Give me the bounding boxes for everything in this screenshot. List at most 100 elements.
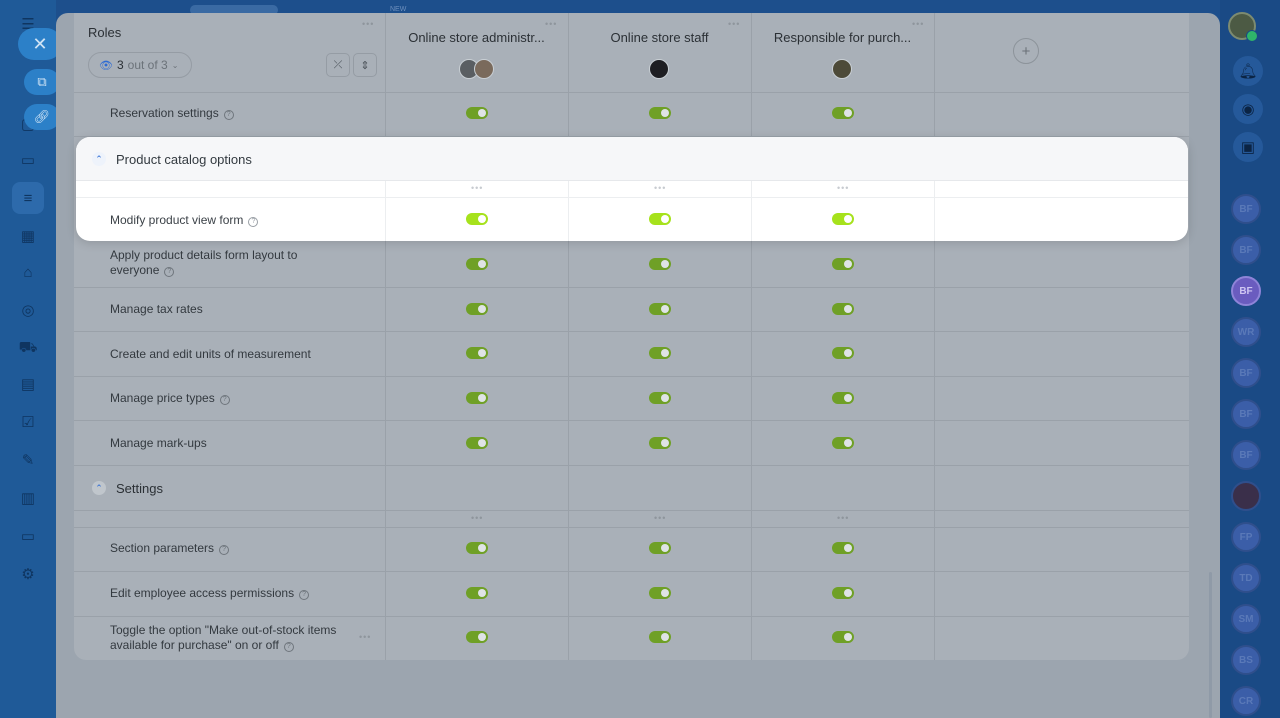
permission-toggle[interactable] bbox=[649, 303, 671, 315]
permission-toggle[interactable] bbox=[832, 258, 854, 270]
more-icon[interactable]: ••• bbox=[362, 19, 375, 29]
help-icon[interactable]: ? bbox=[164, 267, 175, 277]
permission-toggle[interactable] bbox=[649, 258, 671, 270]
permission-toggle[interactable] bbox=[466, 631, 488, 643]
role-column-title[interactable]: Responsible for purch... bbox=[773, 30, 912, 45]
permission-toggle[interactable] bbox=[832, 587, 854, 599]
filter-icon[interactable]: ≡ bbox=[12, 182, 44, 214]
collapse-all-button[interactable]: ⤫ bbox=[326, 53, 350, 77]
permission-toggle[interactable] bbox=[466, 303, 488, 315]
contact-avatar[interactable]: CR bbox=[1231, 686, 1261, 716]
chevron-up-icon[interactable]: ⌃ bbox=[92, 152, 106, 166]
copy-link-button[interactable]: 🔗︎ bbox=[24, 104, 60, 130]
table-row: Apply product details form layout to eve… bbox=[74, 241, 1189, 288]
scrollbar[interactable] bbox=[1209, 572, 1212, 718]
contact-avatar[interactable]: WR bbox=[1231, 317, 1261, 347]
permission-toggle[interactable] bbox=[832, 542, 854, 554]
table-row: Create and edit units of measurement bbox=[74, 332, 1189, 377]
analytics-icon[interactable]: ▥ bbox=[20, 490, 36, 507]
role-column-title[interactable]: Online store staff bbox=[610, 30, 709, 45]
more-icon[interactable]: ••• bbox=[359, 632, 372, 642]
inbox-icon[interactable]: ▭ bbox=[20, 528, 36, 545]
permission-toggle[interactable] bbox=[649, 437, 671, 449]
more-icon[interactable]: ••• bbox=[654, 183, 667, 193]
contact-card-icon[interactable]: ▭ bbox=[20, 152, 36, 169]
permission-toggle[interactable] bbox=[466, 542, 488, 554]
help-icon[interactable]: ? bbox=[248, 217, 259, 227]
help-icon[interactable]: ? bbox=[299, 590, 310, 600]
more-icon[interactable]: ••• bbox=[728, 19, 741, 29]
more-icon[interactable]: ••• bbox=[654, 513, 667, 523]
contact-avatar[interactable]: TD bbox=[1231, 563, 1261, 593]
cart-icon[interactable]: ⛟ bbox=[18, 338, 38, 356]
help-icon[interactable]: ? bbox=[283, 642, 294, 652]
permission-toggle[interactable] bbox=[832, 437, 854, 449]
avatar[interactable] bbox=[832, 59, 852, 79]
permission-toggle[interactable] bbox=[649, 542, 671, 554]
contact-avatar[interactable] bbox=[1231, 481, 1261, 511]
permission-toggle[interactable] bbox=[832, 347, 854, 359]
more-icon[interactable]: ••• bbox=[545, 19, 558, 29]
pen-icon[interactable]: ✎ bbox=[21, 452, 35, 469]
bell-icon[interactable]: 🔔︎ bbox=[1233, 56, 1263, 86]
roles-filter[interactable]: 👁︎ 3 out of 3 ⌄ bbox=[88, 52, 192, 78]
more-icon[interactable]: ••• bbox=[837, 513, 850, 523]
column-divider bbox=[934, 13, 935, 660]
chat-icon[interactable]: ▣ bbox=[1233, 132, 1263, 162]
contact-avatar[interactable]: BF bbox=[1231, 358, 1261, 388]
contact-avatar[interactable]: BF bbox=[1231, 194, 1261, 224]
contact-avatar[interactable]: BS bbox=[1231, 645, 1261, 675]
contact-avatar[interactable]: BF bbox=[1231, 440, 1261, 470]
permission-toggle[interactable] bbox=[649, 631, 671, 643]
contact-avatar[interactable]: FP bbox=[1231, 522, 1261, 552]
more-icon[interactable]: ••• bbox=[471, 513, 484, 523]
permission-toggle[interactable] bbox=[466, 107, 488, 119]
permission-toggle[interactable] bbox=[649, 347, 671, 359]
checklist-icon[interactable]: ☑ bbox=[21, 414, 35, 431]
open-in-new-window-button[interactable]: ⧉ bbox=[24, 69, 60, 95]
document-icon[interactable]: ▤ bbox=[20, 376, 36, 393]
help-icon[interactable]: ? bbox=[219, 545, 230, 555]
more-icon[interactable]: ••• bbox=[837, 183, 850, 193]
role-column-title[interactable]: Online store administr... bbox=[408, 30, 545, 45]
more-icon[interactable]: ••• bbox=[471, 183, 484, 193]
permission-toggle[interactable] bbox=[466, 347, 488, 359]
copilot-icon[interactable]: ◉ bbox=[1233, 94, 1263, 124]
section-header-product-catalog[interactable]: ⌃ Product catalog options bbox=[76, 137, 1188, 181]
add-role-button[interactable]: + bbox=[1013, 38, 1039, 64]
permission-toggle[interactable] bbox=[832, 631, 854, 643]
help-icon[interactable]: ? bbox=[223, 110, 234, 120]
permission-toggle[interactable] bbox=[832, 213, 854, 225]
permission-toggle[interactable] bbox=[649, 587, 671, 599]
permission-toggle[interactable] bbox=[832, 303, 854, 315]
target-icon[interactable]: ◎ bbox=[21, 302, 35, 319]
more-icon[interactable]: ••• bbox=[912, 19, 925, 29]
expand-all-button[interactable]: ⇕ bbox=[353, 53, 377, 77]
avatar[interactable] bbox=[474, 59, 494, 79]
current-user-avatar[interactable] bbox=[1228, 12, 1258, 42]
roles-filter-suffix: out of 3 bbox=[127, 58, 168, 72]
right-sidebar: 🔔︎ ◉ ▣ BF BF BF WR BF BF BF FP TD SM BS … bbox=[1220, 0, 1280, 718]
permission-toggle[interactable] bbox=[649, 213, 671, 225]
store-icon[interactable]: ⌂ bbox=[23, 263, 33, 281]
contact-avatar[interactable]: BF bbox=[1231, 276, 1261, 306]
close-slider-button[interactable]: ✕ bbox=[18, 28, 62, 60]
permission-toggle[interactable] bbox=[466, 587, 488, 599]
permission-toggle[interactable] bbox=[649, 107, 671, 119]
permission-toggle[interactable] bbox=[466, 213, 488, 225]
contact-avatar[interactable]: BF bbox=[1231, 399, 1261, 429]
permission-toggle[interactable] bbox=[649, 392, 671, 404]
calendar-icon[interactable]: ▦ bbox=[20, 228, 36, 245]
permission-toggle[interactable] bbox=[466, 392, 488, 404]
help-icon[interactable]: ? bbox=[219, 395, 230, 405]
permission-toggle[interactable] bbox=[466, 437, 488, 449]
gear-icon[interactable]: ⚙ bbox=[21, 566, 35, 583]
section-header-settings[interactable]: ⌃ Settings bbox=[74, 466, 1189, 511]
contact-avatar[interactable]: BF bbox=[1231, 235, 1261, 265]
permission-toggle[interactable] bbox=[832, 392, 854, 404]
contact-avatar[interactable]: SM bbox=[1231, 604, 1261, 634]
permission-toggle[interactable] bbox=[466, 258, 488, 270]
avatar[interactable] bbox=[649, 59, 669, 79]
permission-toggle[interactable] bbox=[832, 107, 854, 119]
chevron-up-icon[interactable]: ⌃ bbox=[92, 481, 106, 495]
